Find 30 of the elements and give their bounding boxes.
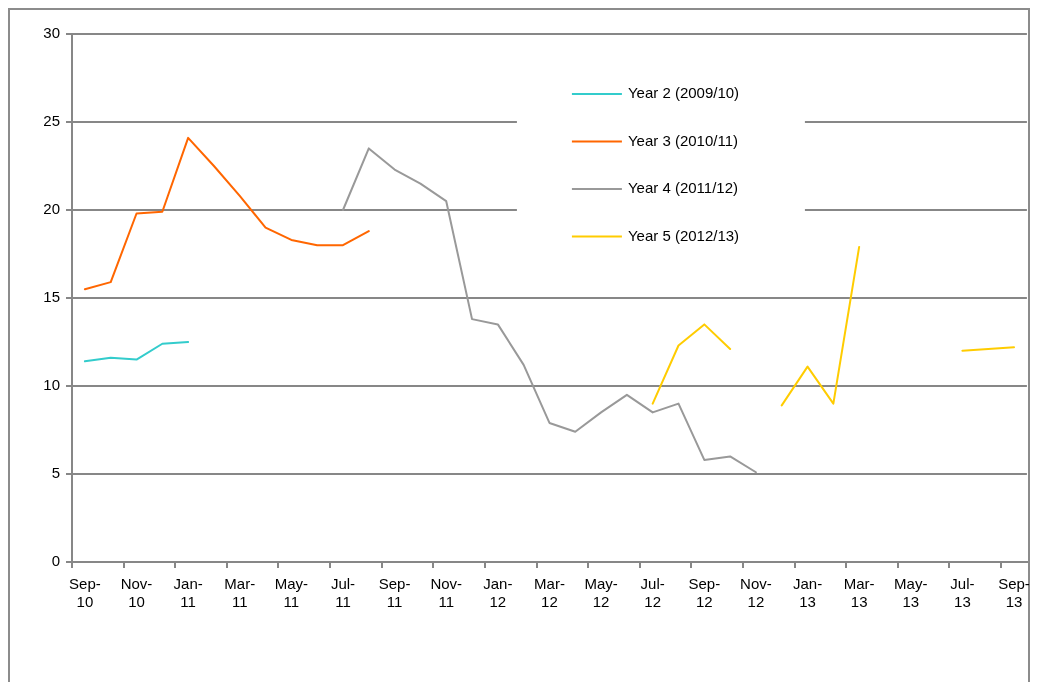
y-tick-label: 25 <box>43 112 60 130</box>
legend-label: Year 3 (2010/11) <box>627 131 739 149</box>
legend-label: Year 2 (2009/10) <box>627 84 740 102</box>
x-tick-label: May-13 <box>894 575 928 611</box>
x-tick-label: Sep-12 <box>688 575 721 611</box>
x-tick-label: Jul-13 <box>950 575 975 611</box>
y-tick-label: 0 <box>51 552 60 570</box>
y-tick-label: 10 <box>43 376 60 394</box>
x-tick-label: May-12 <box>584 575 618 611</box>
legend-label: Year 4 (2011/12) <box>627 179 739 197</box>
y-tick-label: 20 <box>43 200 60 218</box>
x-tick-label: Sep-11 <box>378 575 411 611</box>
x-tick-label: Jan-13 <box>792 575 823 611</box>
x-tick-label: Jan-11 <box>173 575 203 611</box>
x-tick-label: Jul-11 <box>330 575 356 611</box>
x-tick-label: Jul-12 <box>640 575 665 611</box>
x-tick-label: Mar-13 <box>843 575 875 611</box>
x-tick-label: Jan-12 <box>483 575 513 611</box>
x-tick-label: Mar-11 <box>224 575 256 611</box>
y-tick-label: 30 <box>43 24 60 42</box>
y-tick-label: 5 <box>51 464 60 482</box>
x-tick-label: Nov-12 <box>740 575 772 611</box>
y-tick-label: 15 <box>43 288 60 306</box>
x-tick-label: May-11 <box>274 575 309 611</box>
legend-label: Year 5 (2012/13) <box>627 226 740 244</box>
x-tick-label: Nov-11 <box>430 575 463 611</box>
x-tick-label: Sep-13 <box>998 575 1030 611</box>
x-tick-label: Mar-12 <box>534 575 565 611</box>
x-tick-label: Nov-10 <box>120 575 153 611</box>
x-tick-label: Sep-10 <box>69 575 101 611</box>
